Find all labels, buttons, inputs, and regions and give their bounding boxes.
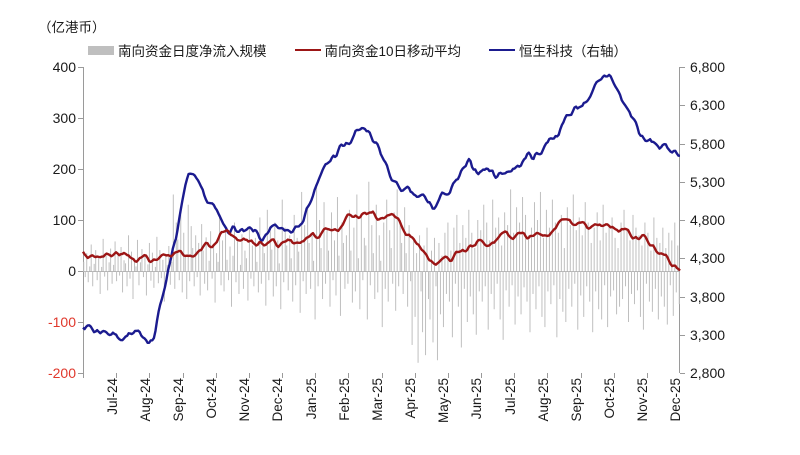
left-axis-labels: 400 300 200 100 0 -100 -200 [0, 59, 76, 381]
right-axis-tick-label: 6,300 [690, 97, 726, 114]
x-axis-tick [646, 373, 648, 378]
x-axis-tick-label: Sep-24 [170, 378, 186, 422]
left-axis-tick-label: 200 [52, 161, 76, 177]
right-axis-tick-label: 3,800 [690, 288, 726, 305]
left-axis-tick-label: -200 [47, 365, 76, 381]
plot-area [78, 67, 685, 374]
legend-swatch-line-red-icon [294, 49, 321, 51]
x-axis-tick-label: Dec-25 [668, 378, 684, 422]
left-axis-tick [78, 220, 83, 221]
x-axis-labels: Jul-24 Aug-24 Sep-24 Oct-24 Nov-24 Dec-24 Jan-… [0, 378, 800, 455]
x-axis-tick [282, 373, 283, 378]
x-axis-tick [414, 373, 416, 378]
left-axis-tick-label: 0 [68, 263, 76, 279]
left-axis-line [83, 67, 84, 373]
x-axis-tick-label: Sep-25 [568, 378, 584, 422]
x-axis-tick [481, 373, 482, 378]
x-axis-tick-label: Nov-25 [635, 378, 651, 422]
x-axis-tick [116, 373, 118, 378]
right-axis-tick [680, 373, 685, 374]
legend-swatch-line-navy-icon [489, 49, 516, 51]
right-axis-tick-label: 6,800 [690, 59, 726, 75]
x-axis-tick-label: Oct-25 [602, 378, 618, 419]
left-axis-tick [78, 67, 83, 68]
hstech-line [82, 73, 681, 344]
x-axis-tick [613, 373, 615, 378]
x-axis-tick [447, 373, 449, 378]
left-axis-tick-label: 400 [52, 59, 76, 75]
x-axis-tick-label: Aug-25 [535, 378, 551, 422]
right-axis-tick-label: 3,300 [690, 326, 726, 343]
right-axis-tick [680, 334, 685, 336]
x-axis-ticks [83, 373, 680, 378]
x-axis-tick [348, 373, 350, 378]
right-axis-tick [680, 105, 685, 107]
x-axis-tick-label: Dec-24 [270, 378, 286, 422]
x-axis-tick [514, 373, 516, 378]
right-axis-tick [680, 181, 685, 183]
x-axis-tick-label: May-25 [436, 378, 452, 424]
x-axis-tick-label: Jan-25 [303, 378, 319, 420]
right-axis-tick [680, 220, 685, 221]
legend-item-bars: 南向资金日度净流入规模 [88, 40, 267, 60]
x-axis-tick-label: Feb-25 [336, 378, 352, 421]
ma10-line [81, 210, 681, 272]
left-axis-tick [78, 373, 83, 374]
x-axis-tick [381, 373, 383, 378]
right-axis-tick [680, 67, 685, 68]
left-axis-tick-label: 100 [52, 212, 76, 228]
legend-label-ma10: 南向资金10日移动平均 [324, 44, 462, 59]
right-axis-tick-label: 2,800 [690, 365, 726, 381]
legend-label-bars: 南向资金日度净流入规模 [118, 44, 267, 59]
unit-label: （亿港币） [38, 20, 106, 35]
series-canvas [81, 73, 681, 363]
x-axis-tick-label: Apr-25 [403, 378, 419, 419]
x-axis-tick [547, 373, 549, 378]
right-axis-tick-label: 4,800 [690, 212, 726, 228]
x-axis-tick [215, 373, 217, 378]
left-axis-tick [78, 322, 83, 323]
chart-legend: 南向资金日度净流入规模 南向资金10日移动平均 恒生科技（右轴） [88, 40, 655, 60]
x-axis-tick-label: Nov-24 [237, 378, 253, 422]
right-axis-tick [680, 143, 685, 145]
left-axis-tick [78, 169, 83, 170]
x-axis-tick-label: Jul-24 [104, 378, 120, 415]
x-axis-tick-label: Jun-25 [469, 378, 485, 420]
x-axis-tick-label: Oct-24 [204, 378, 220, 419]
x-axis-tick-label: Jul-25 [502, 378, 518, 415]
right-axis-tick-label: 5,800 [690, 135, 726, 152]
zero-line [83, 271, 680, 272]
x-axis-tick [248, 373, 250, 378]
legend-item-ma10: 南向资金10日移动平均 [294, 40, 462, 60]
x-axis-tick [315, 373, 317, 378]
bar-series [83, 181, 680, 363]
right-axis-tick [680, 296, 685, 298]
left-axis-tick-label: -100 [47, 314, 76, 330]
right-axis-tick-label: 5,300 [690, 173, 726, 190]
x-axis-tick [182, 373, 184, 378]
x-axis-tick-label: Aug-24 [137, 378, 153, 422]
right-axis-tick [680, 258, 685, 260]
right-axis-labels: 6,800 6,300 5,800 5,300 4,800 4,300 3,800 3,300… [690, 59, 795, 381]
legend-item-hstech: 恒生科技（右轴） [489, 40, 627, 60]
right-axis-tick-label: 4,300 [690, 250, 726, 267]
x-axis-tick [580, 373, 582, 378]
legend-label-hstech: 恒生科技（右轴） [519, 44, 628, 59]
left-axis-tick [78, 118, 83, 119]
left-axis-tick [78, 271, 83, 272]
x-axis-tick [149, 373, 151, 378]
left-axis-tick-label: 300 [52, 110, 76, 126]
legend-swatch-bar-icon [88, 45, 114, 55]
right-axis-line [679, 67, 680, 373]
x-axis-tick-label: Mar-25 [369, 378, 385, 421]
x-axis-tick [83, 373, 84, 378]
